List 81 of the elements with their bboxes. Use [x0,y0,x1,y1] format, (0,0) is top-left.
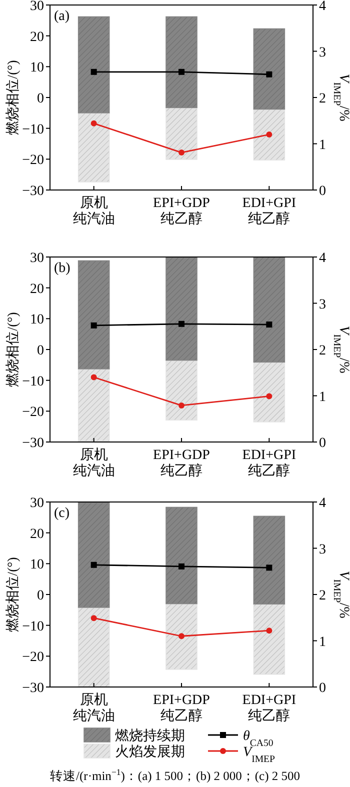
y2-tick-label: 2 [319,92,326,106]
point [266,393,272,400]
x-tick-label: EDI+GPI 纯乙醇 [242,196,296,227]
y-tick-label: 30 [30,251,44,266]
x-tick-label: 原机纯汽油 [72,447,115,479]
x-tick-label: EPI+GDP 纯乙醇 [153,693,210,724]
point [266,132,272,138]
legend-label: V$_{IMEP}$ [243,745,276,764]
y-tick-label: 30 [30,0,44,14]
bar [166,506,198,604]
bar [253,362,286,422]
y2-tick-label: 0 [319,436,326,451]
y-tick-label: 20 [30,30,44,45]
y2-tick-label: 1 [319,634,326,650]
bar [253,604,286,675]
y-tick-label: 0 [37,588,44,604]
bar [253,108,286,160]
x-tick-label: EPI+GDP 纯乙醇 [153,196,210,227]
y-tick-label: 10 [30,312,44,328]
bar [166,603,198,670]
bar [253,256,286,363]
bar [166,256,198,361]
y2-tick-label: 0 [319,681,326,696]
text: 转速/(r·min$^{−1}$)：(a) 1 500；(b) 2 000；(c) 2 500 [50,767,300,783]
chart-title: (c) [54,506,70,521]
y-tick-label: 0 [37,92,44,106]
point [90,615,97,622]
y-axis-title: 燃烧相位/(°) [5,60,21,135]
y-tick-label: −20 [22,405,44,420]
x-tick-label: 原机纯汽油 [72,195,115,227]
bar [166,107,198,160]
bar [78,112,110,182]
y-axis-title: 燃烧相位/(°) [5,556,21,632]
bar [78,607,110,688]
point [178,402,184,408]
bar [253,516,286,604]
y-tick-label: 10 [30,60,44,76]
y-tick-label: 20 [30,526,44,542]
y2-tick-label: 1 [319,138,326,153]
y2-tick-label: 3 [319,542,326,558]
y-tick-label: −30 [22,681,44,696]
y-tick-label: 30 [30,496,44,511]
y-tick-label: −20 [22,650,44,666]
y2-tick-label: 2 [319,588,326,604]
y-tick-label: 0 [37,344,44,358]
y-tick-label: −10 [22,619,44,634]
chart-title: (b) [54,261,71,276]
y2-tick-label: 0 [319,184,326,199]
point [178,633,184,640]
y-tick-label: 20 [30,282,44,297]
y2-tick-label: 3 [319,45,326,60]
x-tick-label: EDI+GPI 纯乙醇 [242,448,296,479]
point [90,374,97,380]
y-tick-label: 10 [30,558,44,573]
bar [253,28,286,110]
y2-tick-label: 4 [319,251,326,266]
y-tick-label: −10 [22,122,44,138]
x-tick-label: 原机纯汽油 [72,692,115,724]
bar [166,360,198,421]
chart-title: (a) [54,9,70,24]
y-tick-label: −30 [22,184,44,199]
point [178,150,184,156]
bar [78,260,110,370]
y-tick-label: −10 [22,374,44,390]
y2-tick-label: 3 [319,297,326,312]
y2-tick-label: 4 [319,0,326,14]
bar [78,368,110,442]
legend-label: 火焰发展期 [115,744,185,760]
bar [78,16,110,114]
x-tick-label: EPI+GDP 纯乙醇 [153,448,210,479]
y2-tick-label: 1 [319,390,326,405]
y2-tick-label: 2 [319,344,326,358]
y-tick-label: −30 [22,436,44,451]
legend-label: 燃烧持续期 [115,728,185,744]
bar [78,502,110,608]
y-tick-label: −20 [22,153,44,168]
point [90,120,97,126]
y-axis-title: 燃烧相位/(°) [5,312,21,387]
point [266,628,272,634]
y2-tick-label: 4 [319,496,326,511]
bar [166,16,198,108]
